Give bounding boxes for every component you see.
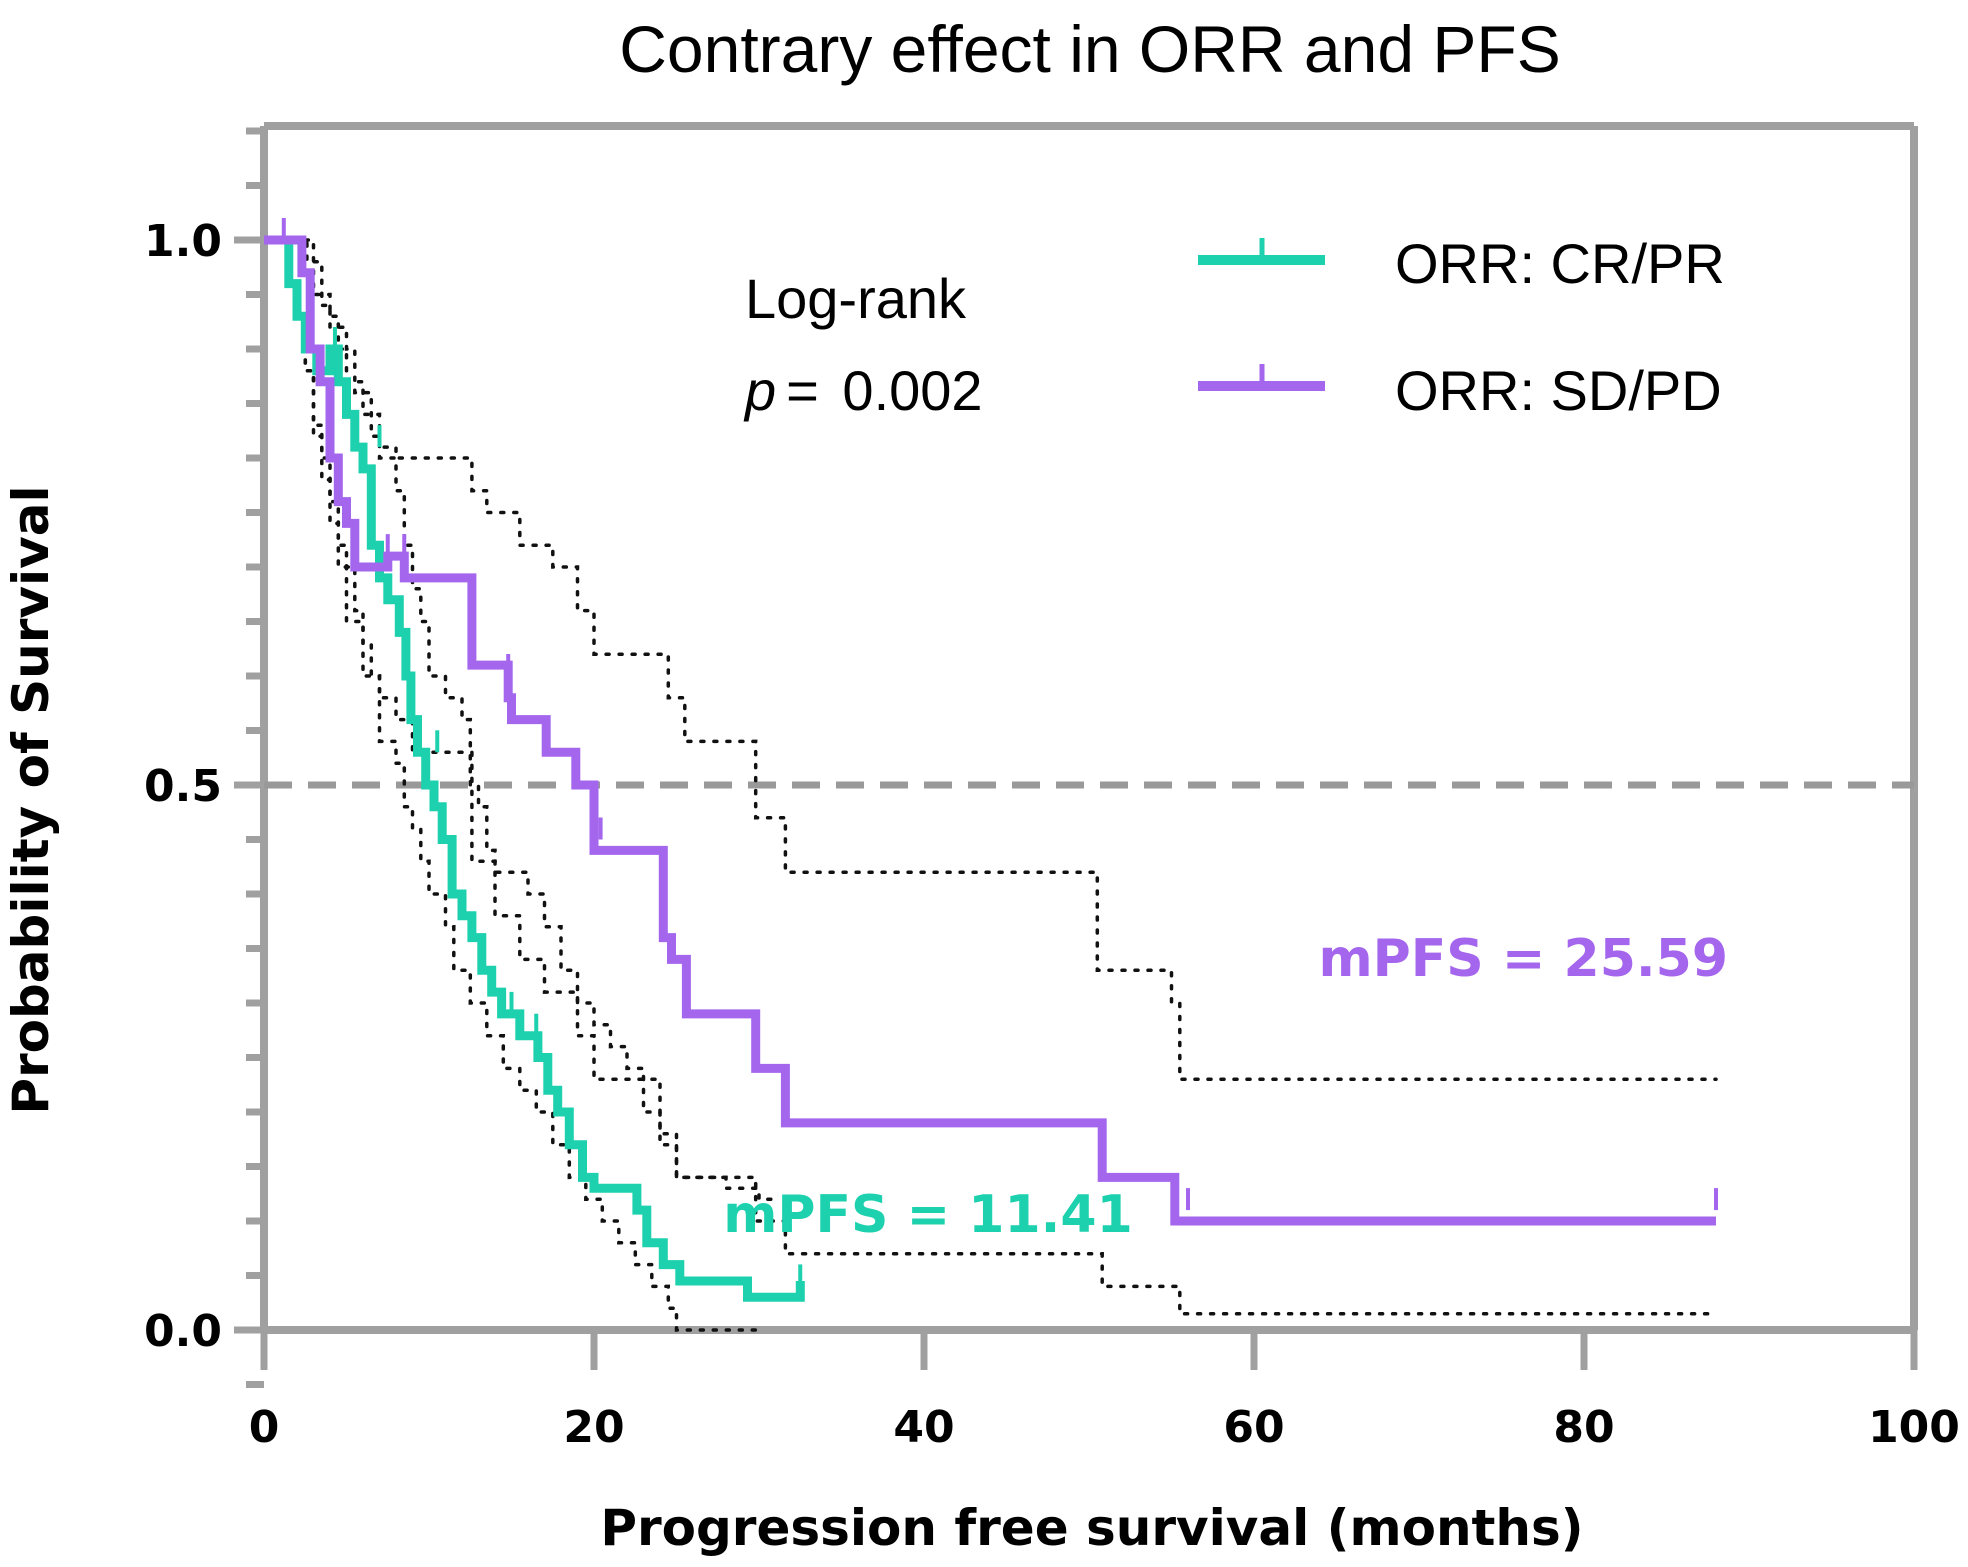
y-tick-label: 0.0 <box>144 1306 222 1357</box>
ci-cr-pr-upper <box>295 238 778 1201</box>
survival-curves <box>264 218 1718 1302</box>
legend-item-sd-pd: ORR: SD/PD <box>1198 359 1722 422</box>
y-tick-label: 1.0 <box>144 216 222 267</box>
y-axis-ticks: 0.0 0.5 1.0 <box>144 127 264 1388</box>
p-equals: = <box>786 359 834 422</box>
log-rank-label: Log-rank <box>745 267 967 330</box>
chart-title: Contrary effect in ORR and PFS <box>619 12 1561 86</box>
y-tick-label: 0.5 <box>144 761 222 812</box>
legend-item-cr-pr: ORR: CR/PR <box>1198 232 1725 295</box>
y-axis-label: Probability of Survival <box>2 485 60 1114</box>
ci-sd-pd-lower <box>295 314 1718 1316</box>
x-tick-label: 20 <box>563 1402 624 1453</box>
legend-label-cr-pr: ORR: CR/PR <box>1395 232 1725 295</box>
ci-cr-pr-lower <box>295 314 761 1332</box>
x-tick-label: 0 <box>249 1402 280 1453</box>
curve-sd-pd <box>264 235 1716 1226</box>
x-tick-label: 80 <box>1553 1402 1614 1453</box>
p-value-label: p = 0.002 <box>743 359 983 422</box>
series-cr-pr <box>264 235 805 1302</box>
p-value: 0.002 <box>842 359 982 422</box>
x-axis-ticks: 0 20 40 60 80 100 <box>249 1330 1960 1453</box>
p-symbol: p <box>743 359 776 422</box>
plot-frame <box>260 122 1918 1334</box>
x-tick-label: 40 <box>893 1402 954 1453</box>
x-axis-label: Progression free survival (months) <box>600 1499 1583 1557</box>
x-tick-label: 100 <box>1868 1402 1960 1453</box>
confidence-bands <box>295 238 1718 1332</box>
median-label-sd-pd: mPFS = 25.59 <box>1318 929 1728 989</box>
legend: ORR: CR/PR ORR: SD/PD <box>1198 232 1725 422</box>
x-tick-label: 60 <box>1223 1402 1284 1453</box>
legend-label-sd-pd: ORR: SD/PD <box>1395 359 1722 422</box>
ci-sd-pd-upper <box>303 238 1718 1082</box>
curve-cr-pr <box>264 235 805 1302</box>
median-label-cr-pr: mPFS = 11.41 <box>723 1185 1133 1245</box>
series-sd-pd <box>264 218 1718 1226</box>
